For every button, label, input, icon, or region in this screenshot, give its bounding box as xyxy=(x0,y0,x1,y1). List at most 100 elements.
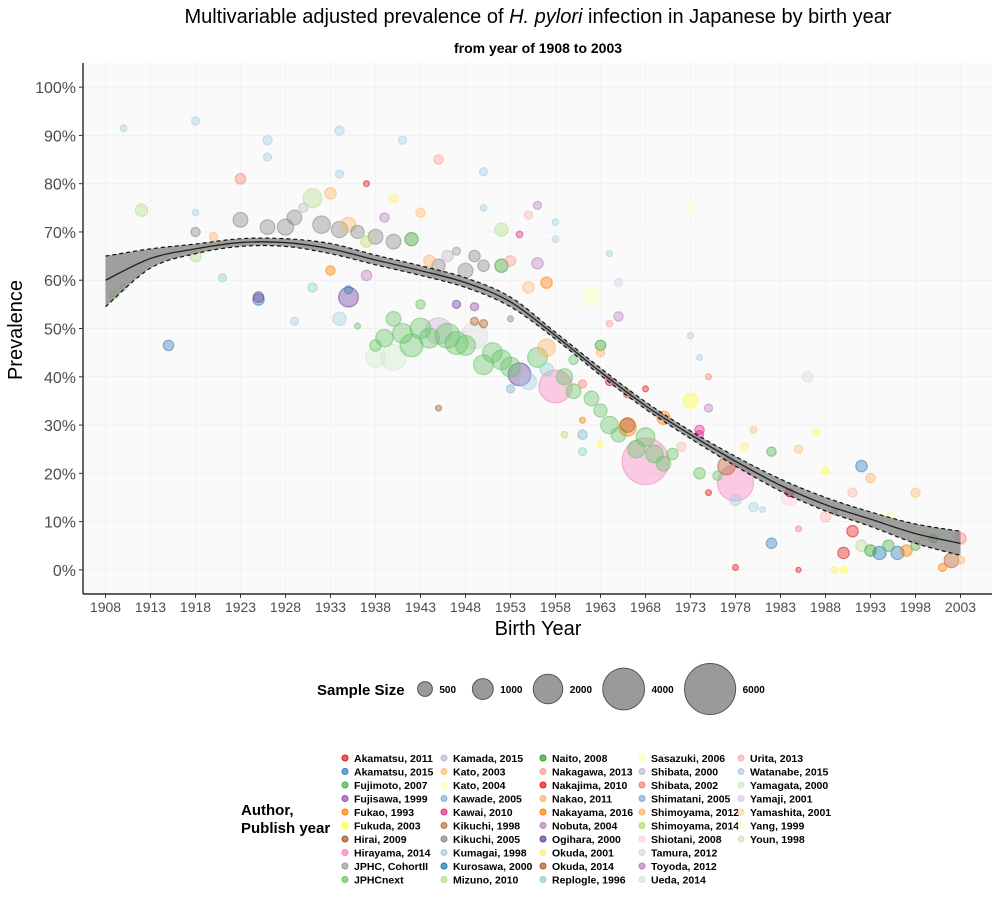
author-legend-label: Shimoyama, 2012 xyxy=(651,807,739,819)
size-legend-circle xyxy=(684,662,737,716)
x-tick-label: 1928 xyxy=(270,599,301,615)
author-legend-key xyxy=(341,808,349,816)
author-legend-key xyxy=(539,808,547,816)
data-point xyxy=(451,246,462,256)
author-legend-key xyxy=(539,876,547,883)
data-point xyxy=(379,212,390,223)
data-point xyxy=(262,134,273,146)
x-tick-label: 1918 xyxy=(180,599,211,615)
author-legend-key xyxy=(638,781,646,789)
author-legend-label: Watanabe, 2015 xyxy=(750,767,829,779)
author-legend-key xyxy=(539,862,547,870)
size-legend-circle xyxy=(417,681,433,697)
trend-layer xyxy=(105,237,961,556)
confidence-band xyxy=(105,238,961,556)
data-point xyxy=(865,472,876,484)
lower-ci-line xyxy=(105,244,961,556)
x-tick-label: 1923 xyxy=(225,599,256,615)
author-legend-label: Sasazuki, 2006 xyxy=(651,753,725,765)
author-legend-label: Yamagata, 2000 xyxy=(750,780,828,792)
data-point xyxy=(478,319,489,329)
x-tick-label: 1908 xyxy=(90,599,121,615)
author-legend-label: Yamaji, 2001 xyxy=(750,794,813,806)
data-point xyxy=(252,291,265,303)
author-legend-label: Yamashita, 2001 xyxy=(750,807,831,819)
data-point xyxy=(839,565,848,574)
author-legend-title-line2: Publish year xyxy=(241,820,330,837)
data-point xyxy=(332,311,347,327)
data-point xyxy=(703,403,714,413)
data-point xyxy=(820,466,831,476)
author-legend-key xyxy=(737,822,745,829)
author-legend-label: Ueda, 2014 xyxy=(651,875,706,887)
author-legend-key xyxy=(638,822,646,829)
author-legend-key xyxy=(341,754,349,762)
data-point xyxy=(494,222,509,237)
trend-line xyxy=(105,241,961,544)
data-point xyxy=(812,428,821,436)
author-legend-label: Urita, 2013 xyxy=(750,753,803,765)
y-axis-title: Prevalence xyxy=(5,280,27,380)
data-point xyxy=(392,322,414,344)
data-point xyxy=(593,403,608,418)
size-legend-label: 1000 xyxy=(500,685,523,696)
data-point xyxy=(565,383,582,400)
x-tick-label: 1943 xyxy=(405,599,436,615)
data-point xyxy=(749,425,758,434)
data-point xyxy=(307,282,318,293)
data-point xyxy=(655,455,672,472)
data-point xyxy=(695,353,704,362)
data-point xyxy=(478,166,489,177)
data-point xyxy=(415,299,426,310)
author-legend-key xyxy=(539,768,547,775)
author-legend-key xyxy=(440,754,448,762)
author-legend-label: Nakagawa, 2013 xyxy=(552,767,633,779)
author-legend-key xyxy=(539,822,547,829)
data-point xyxy=(519,372,538,391)
author-legend-key xyxy=(440,808,448,816)
data-point xyxy=(190,226,201,238)
data-point xyxy=(397,135,408,145)
data-point xyxy=(415,207,426,218)
author-legend-key xyxy=(539,835,547,843)
data-point xyxy=(712,470,723,481)
y-tick-label: 20% xyxy=(44,466,76,483)
data-point xyxy=(334,125,345,136)
author-legend-key xyxy=(539,754,547,762)
data-point xyxy=(837,546,850,560)
author-legend-key xyxy=(341,849,349,856)
data-point xyxy=(605,319,614,328)
author-legend-label: Hirai, 2009 xyxy=(354,834,407,846)
data-point xyxy=(613,311,624,322)
data-point xyxy=(577,446,588,457)
data-point xyxy=(882,539,895,553)
data-point xyxy=(468,249,481,263)
data-point xyxy=(385,233,402,250)
data-point xyxy=(937,562,948,573)
data-point xyxy=(596,440,605,448)
author-legend-label: Mizuno, 2010 xyxy=(453,875,519,887)
data-point xyxy=(540,276,553,289)
author-legend-key xyxy=(638,876,646,883)
data-point xyxy=(729,493,742,507)
data-point xyxy=(369,339,382,352)
data-point xyxy=(682,392,699,409)
author-legend-key xyxy=(440,781,448,789)
data-point xyxy=(551,218,560,227)
y-tick-label: 0% xyxy=(53,563,76,580)
author-legend-label: Akamatsu, 2011 xyxy=(354,753,433,765)
data-point xyxy=(479,203,488,212)
data-point xyxy=(793,444,804,454)
data-point xyxy=(864,544,877,557)
author-legend-label: Kumagai, 1998 xyxy=(453,848,527,860)
size-legend-label: 2000 xyxy=(570,685,593,696)
data-point xyxy=(801,370,814,383)
data-point xyxy=(582,287,601,307)
data-point xyxy=(343,285,354,295)
data-point xyxy=(693,467,706,480)
data-point xyxy=(537,338,556,358)
data-point xyxy=(538,369,573,404)
author-legend-key xyxy=(341,876,349,883)
author-legend-label: Fujisawa, 1999 xyxy=(354,794,428,806)
data-point xyxy=(162,339,175,352)
